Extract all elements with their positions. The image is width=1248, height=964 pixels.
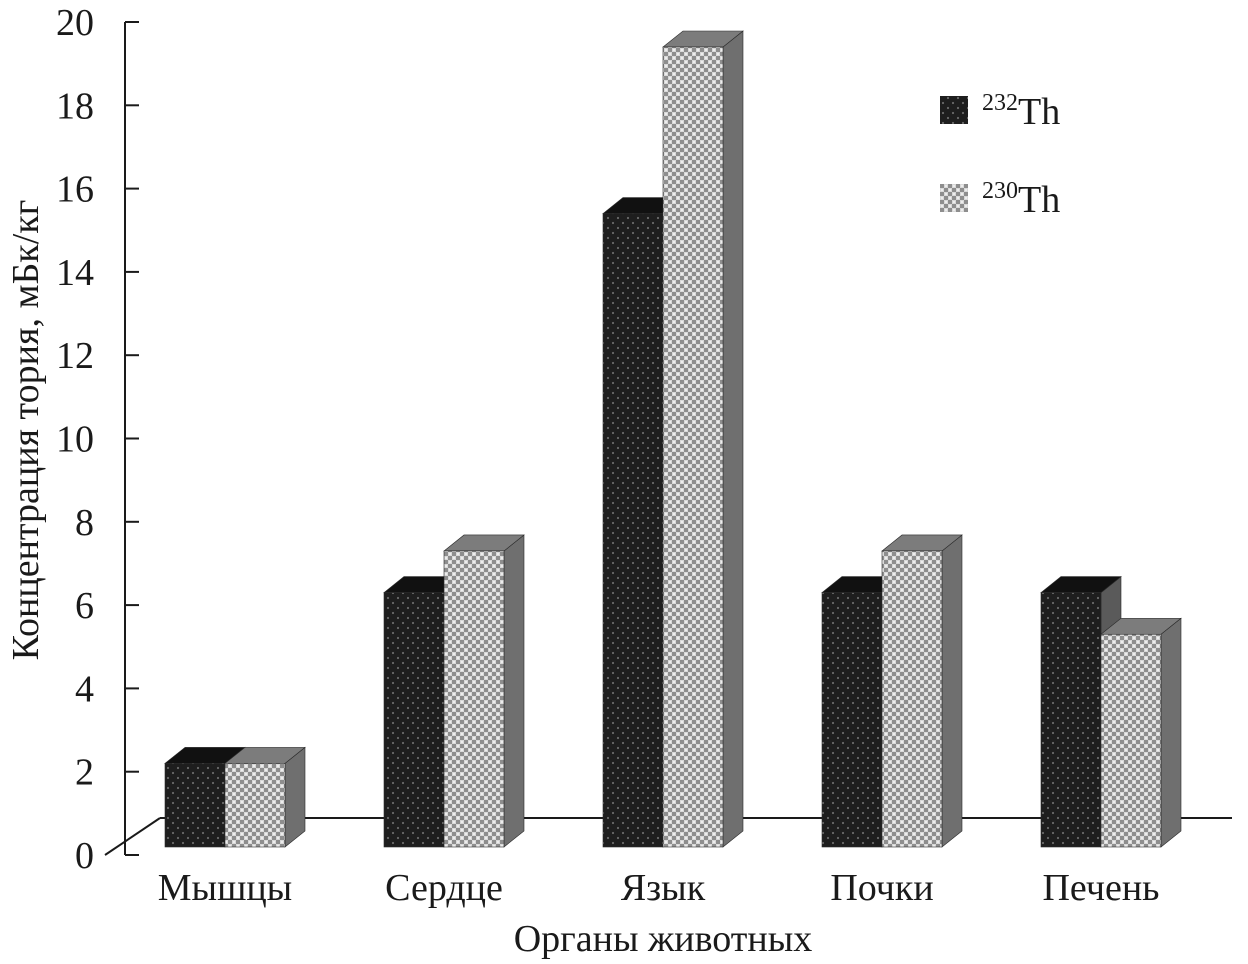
bars-group [164,30,1182,848]
bar-front [164,763,226,848]
bar-front [224,763,286,848]
legend-label-232: 232Th [982,90,1060,133]
floor-left-edge [104,817,161,856]
bar-230th [224,746,306,848]
bar-side [722,30,744,848]
bar-front [602,213,664,848]
bar-230th [1100,617,1182,848]
legend-swatch-230 [940,184,968,212]
y-tick-label: 20 [56,2,94,44]
bar-230th [662,30,744,848]
y-tick-label: 8 [75,502,94,544]
category-label: Язык [621,867,706,909]
bar-front [662,46,724,848]
bar-side [503,534,525,848]
category-labels: Мышцы Сердце Язык Почки Печень [158,867,1160,909]
y-tick-label: 4 [75,668,94,710]
y-tick-label: 12 [56,335,94,377]
y-tick-label: 6 [75,585,94,627]
bar-front [1100,633,1162,848]
y-axis-title: Концентрация тория, мБк/кг [5,200,47,661]
bar-front [1040,592,1102,848]
bar-front [383,592,445,848]
y-tick-label: 2 [75,752,94,794]
y-tick-label: 14 [56,252,94,294]
category-label: Сердце [385,867,503,909]
category-label: Печень [1042,867,1159,909]
y-tick-label: 10 [56,419,94,461]
legend-swatch-232 [940,96,968,124]
x-axis-title: Органы животных [514,918,813,960]
bar-side [941,534,963,848]
bar-230th [443,534,525,848]
bar-230th [881,534,963,848]
legend-label-230: 230Th [982,178,1060,221]
y-tick-label: 16 [56,169,94,211]
y-axis-ticks: 0 2 4 6 8 10 12 14 16 18 20 [56,2,139,877]
bar-front [881,550,943,848]
category-label: Почки [830,867,933,909]
bar-front [821,592,883,848]
category-label: Мышцы [158,867,292,909]
y-tick-label: 18 [56,85,94,127]
bar-front [443,550,505,848]
legend: 232Th 230Th [940,90,1060,221]
y-tick-label: 0 [75,835,94,877]
bar-side [284,746,306,848]
bar-side [1160,617,1182,848]
